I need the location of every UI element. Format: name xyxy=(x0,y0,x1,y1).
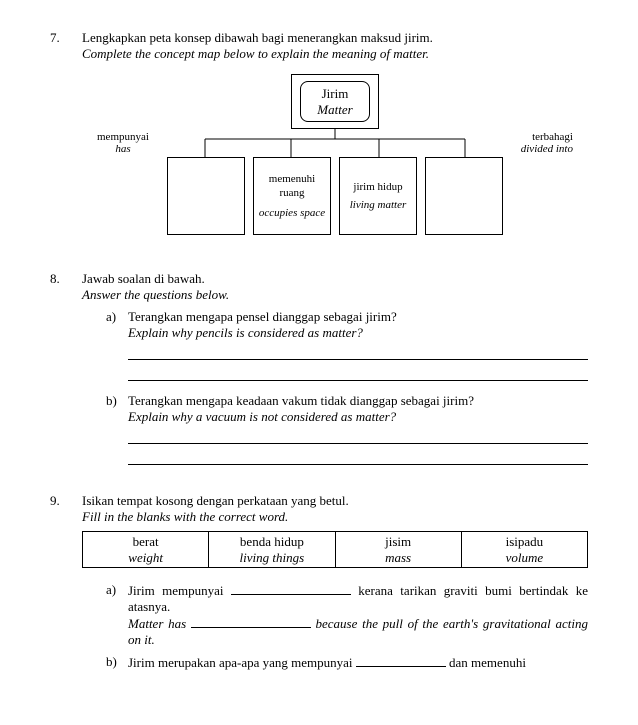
word-my: berat xyxy=(133,534,159,549)
right-label-my: terbahagi xyxy=(532,131,573,143)
q8-a-en: Explain why pencils is considered as mat… xyxy=(128,325,588,341)
q9-b-label: b) xyxy=(106,654,128,671)
table-row: berat weight benda hidup living things j… xyxy=(83,532,588,568)
q9-a-line-en: Matter has because the pull of the earth… xyxy=(128,615,588,648)
left-label: mempunyai has xyxy=(97,131,149,155)
right-label: terbahagi divided into xyxy=(521,131,573,155)
question-9: 9. Isikan tempat kosong dengan perkataan… xyxy=(50,493,588,677)
q9-a-label: a) xyxy=(106,582,128,648)
q9-a: a) Jirim mempunyai kerana tarikan gravit… xyxy=(106,582,588,648)
tree-row: memenuhi ruang occupies space jirim hidu… xyxy=(167,157,503,235)
q8-text-my: Jawab soalan di bawah. xyxy=(82,271,588,287)
q9-a-en1: Matter has xyxy=(128,616,191,631)
q7-text-en: Complete the concept map below to explai… xyxy=(82,46,588,62)
question-8: 8. Jawab soalan di bawah. Answer the que… xyxy=(50,271,588,475)
fill-blank[interactable] xyxy=(231,582,351,595)
q9-number: 9. xyxy=(50,493,82,677)
question-7: 7. Lengkapkan peta konsep dibawah bagi m… xyxy=(50,30,588,253)
answer-line[interactable] xyxy=(128,364,588,381)
answer-line[interactable] xyxy=(128,448,588,465)
q9-text-en: Fill in the blanks with the correct word… xyxy=(82,509,588,525)
q8-a-label: a) xyxy=(106,309,128,385)
concept-box-3: jirim hidup living matter xyxy=(339,157,417,235)
word-cell: isipadu volume xyxy=(461,532,587,568)
word-my: benda hidup xyxy=(240,534,304,549)
concept-box-4[interactable] xyxy=(425,157,503,235)
word-en: volume xyxy=(506,550,544,565)
q8-a-my: Terangkan mengapa pensel dianggap sebaga… xyxy=(128,309,588,325)
box2-my: memenuhi ruang xyxy=(258,172,326,201)
word-en: living things xyxy=(240,550,305,565)
left-label-my: mempunyai xyxy=(97,131,149,143)
fill-blank[interactable] xyxy=(356,654,446,667)
concept-box-1[interactable] xyxy=(167,157,245,235)
q8-text-en: Answer the questions below. xyxy=(82,287,588,303)
root-node-outer: Jirim Matter xyxy=(291,74,378,129)
q8-b-label: b) xyxy=(106,393,128,469)
q8-a: a) Terangkan mengapa pensel dianggap seb… xyxy=(106,309,588,385)
q9-text-my: Isikan tempat kosong dengan perkataan ya… xyxy=(82,493,588,509)
q9-body: Isikan tempat kosong dengan perkataan ya… xyxy=(82,493,588,677)
answer-line[interactable] xyxy=(128,427,588,444)
concept-box-2: memenuhi ruang occupies space xyxy=(253,157,331,235)
q9-b-body: Jirim merupakan apa-apa yang mempunyai d… xyxy=(128,654,588,671)
q9-a-my1: Jirim mempunyai xyxy=(128,583,231,598)
q9-a-line-my: Jirim mempunyai kerana tarikan graviti b… xyxy=(128,582,588,615)
box3-en: living matter xyxy=(350,198,407,212)
fill-blank[interactable] xyxy=(191,615,311,628)
word-bank-table: berat weight benda hidup living things j… xyxy=(82,531,588,568)
q8-body: Jawab soalan di bawah. Answer the questi… xyxy=(82,271,588,475)
q9-b-my2: dan memenuhi xyxy=(446,655,526,670)
box3-my: jirim hidup xyxy=(353,180,402,194)
q8-a-body: Terangkan mengapa pensel dianggap sebaga… xyxy=(128,309,588,385)
word-cell: jisim mass xyxy=(335,532,461,568)
q8-number: 8. xyxy=(50,271,82,475)
left-label-en: has xyxy=(115,143,130,155)
q9-b: b) Jirim merupakan apa-apa yang mempunya… xyxy=(106,654,588,671)
word-en: weight xyxy=(128,550,163,565)
root-node: Jirim Matter xyxy=(300,81,369,122)
concept-map: Jirim Matter mempunyai has terbahagi div… xyxy=(82,74,588,235)
tree-connectors xyxy=(155,129,515,157)
word-cell: berat weight xyxy=(83,532,209,568)
word-cell: benda hidup living things xyxy=(209,532,335,568)
answer-line[interactable] xyxy=(128,343,588,360)
root-en: Matter xyxy=(317,102,352,118)
q8-b-my: Terangkan mengapa keadaan vakum tidak di… xyxy=(128,393,588,409)
q8-b: b) Terangkan mengapa keadaan vakum tidak… xyxy=(106,393,588,469)
q9-b-line-my: Jirim merupakan apa-apa yang mempunyai d… xyxy=(128,654,588,671)
word-en: mass xyxy=(385,550,411,565)
word-my: jisim xyxy=(385,534,411,549)
box2-en: occupies space xyxy=(259,206,325,220)
q8-b-body: Terangkan mengapa keadaan vakum tidak di… xyxy=(128,393,588,469)
q7-text-my: Lengkapkan peta konsep dibawah bagi mene… xyxy=(82,30,588,46)
q9-a-body: Jirim mempunyai kerana tarikan graviti b… xyxy=(128,582,588,648)
q7-number: 7. xyxy=(50,30,82,253)
q9-b-my1: Jirim merupakan apa-apa yang mempunyai xyxy=(128,655,356,670)
word-my: isipadu xyxy=(506,534,544,549)
root-my: Jirim xyxy=(317,86,352,102)
q8-b-en: Explain why a vacuum is not considered a… xyxy=(128,409,588,425)
right-label-en: divided into xyxy=(521,143,573,155)
q7-body: Lengkapkan peta konsep dibawah bagi mene… xyxy=(82,30,588,253)
